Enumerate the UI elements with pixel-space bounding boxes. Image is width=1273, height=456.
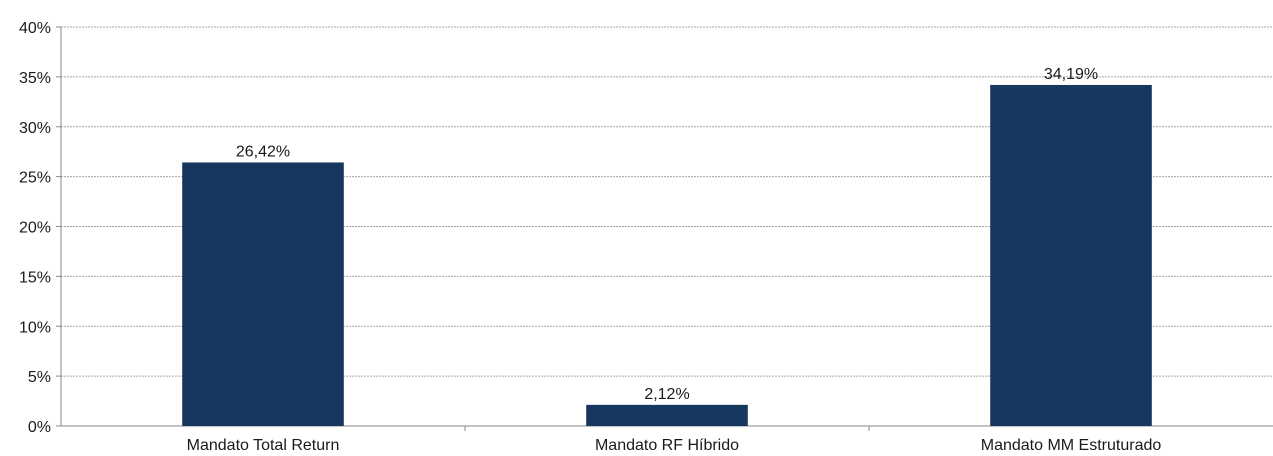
bar-data-label: 2,12% [644,386,689,403]
bar [990,84,1152,427]
y-tick-label: 5% [28,369,51,386]
y-tick-labels: 0% 5% 10% 15% 20% 25% 30% 35% 40% [19,20,51,436]
y-tick-label: 30% [19,120,51,137]
y-tick-label: 15% [19,269,51,286]
bar [182,162,344,426]
bar [586,404,748,426]
bars [182,84,1152,427]
bar-data-label: 26,42% [236,143,290,160]
y-tick-label: 0% [28,419,51,436]
y-tick-label: 25% [19,170,51,187]
y-tick-label: 35% [19,70,51,87]
data-labels: 26,42% 2,12% 34,19% [236,66,1098,403]
bar-data-label: 34,19% [1044,66,1098,83]
y-tick-label: 40% [19,20,51,37]
y-tick-label: 20% [19,220,51,237]
category-labels: Mandato Total Return Mandato RF Híbrido Ma… [187,437,1162,454]
x-category-label: Mandato Total Return [187,437,340,454]
y-tick-label: 10% [19,319,51,336]
x-category-label: Mandato RF Híbrido [595,437,739,454]
x-category-label: Mandato MM Estruturado [981,437,1162,454]
